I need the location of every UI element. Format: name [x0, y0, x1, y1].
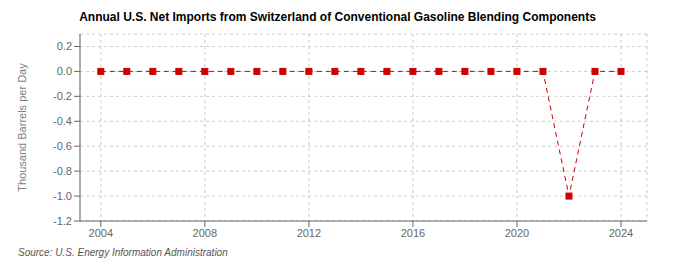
svg-text:2004: 2004 [89, 227, 113, 239]
svg-text:2020: 2020 [505, 227, 529, 239]
svg-text:-0.8: -0.8 [53, 165, 72, 177]
svg-text:2024: 2024 [609, 227, 633, 239]
svg-text:-0.6: -0.6 [53, 140, 72, 152]
html-text:Source: U.S. Energy Informatio: Source: U.S. Energy Information Administ… [18, 247, 228, 258]
svg-text:-1.0: -1.0 [53, 190, 72, 202]
svg-text:0.2: 0.2 [57, 40, 72, 52]
svg-text:-0.4: -0.4 [53, 115, 72, 127]
svg-text:-1.2: -1.2 [53, 215, 72, 227]
svg-text:Thousand Barrels per Day: Thousand Barrels per Day [16, 63, 28, 192]
svg-text:-0.2: -0.2 [53, 90, 72, 102]
svg-text:2008: 2008 [193, 227, 217, 239]
svg-text:2012: 2012 [297, 227, 321, 239]
svg-text:2016: 2016 [401, 227, 425, 239]
svg-text:0.0: 0.0 [57, 65, 72, 77]
html-text:Annual U.S. Net Imports from S: Annual U.S. Net Imports from Switzerland… [79, 10, 596, 24]
